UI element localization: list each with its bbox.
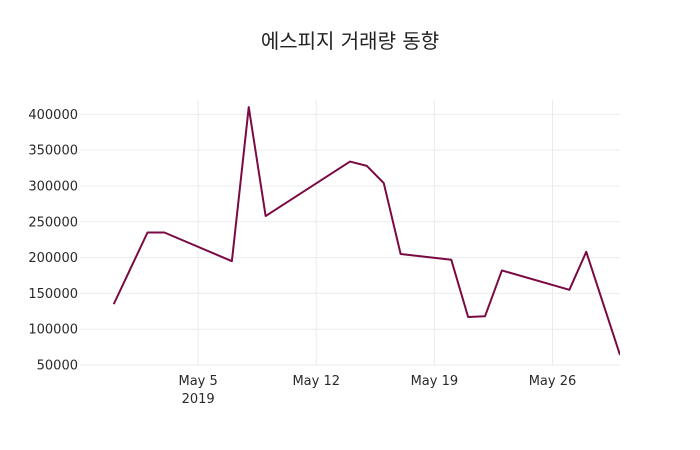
y-tick-label: 200000 <box>28 251 78 266</box>
x-tick-label: May 5 <box>178 374 217 389</box>
grid-layer <box>80 100 620 366</box>
y-tick-label: 150000 <box>28 287 78 302</box>
y-tick-label: 50000 <box>37 359 78 374</box>
y-tick-label: 400000 <box>28 108 78 123</box>
x-tick-sublabel: 2019 <box>182 392 215 407</box>
chart-title: 에스피지 거래량 동향 <box>261 29 439 53</box>
series-layer <box>112 106 620 356</box>
x-tick-label: May 19 <box>411 374 459 389</box>
y-tick-label: 100000 <box>28 323 78 338</box>
axis-labels: 50000 100000 150000 200000 250000 300000 35000… <box>28 108 576 407</box>
y-tick-label: 350000 <box>28 144 78 159</box>
x-tick-label: May 26 <box>529 374 577 389</box>
series-line <box>112 106 620 356</box>
x-tick-label: May 12 <box>292 374 340 389</box>
y-tick-label: 300000 <box>28 179 78 194</box>
y-tick-label: 250000 <box>28 215 78 230</box>
